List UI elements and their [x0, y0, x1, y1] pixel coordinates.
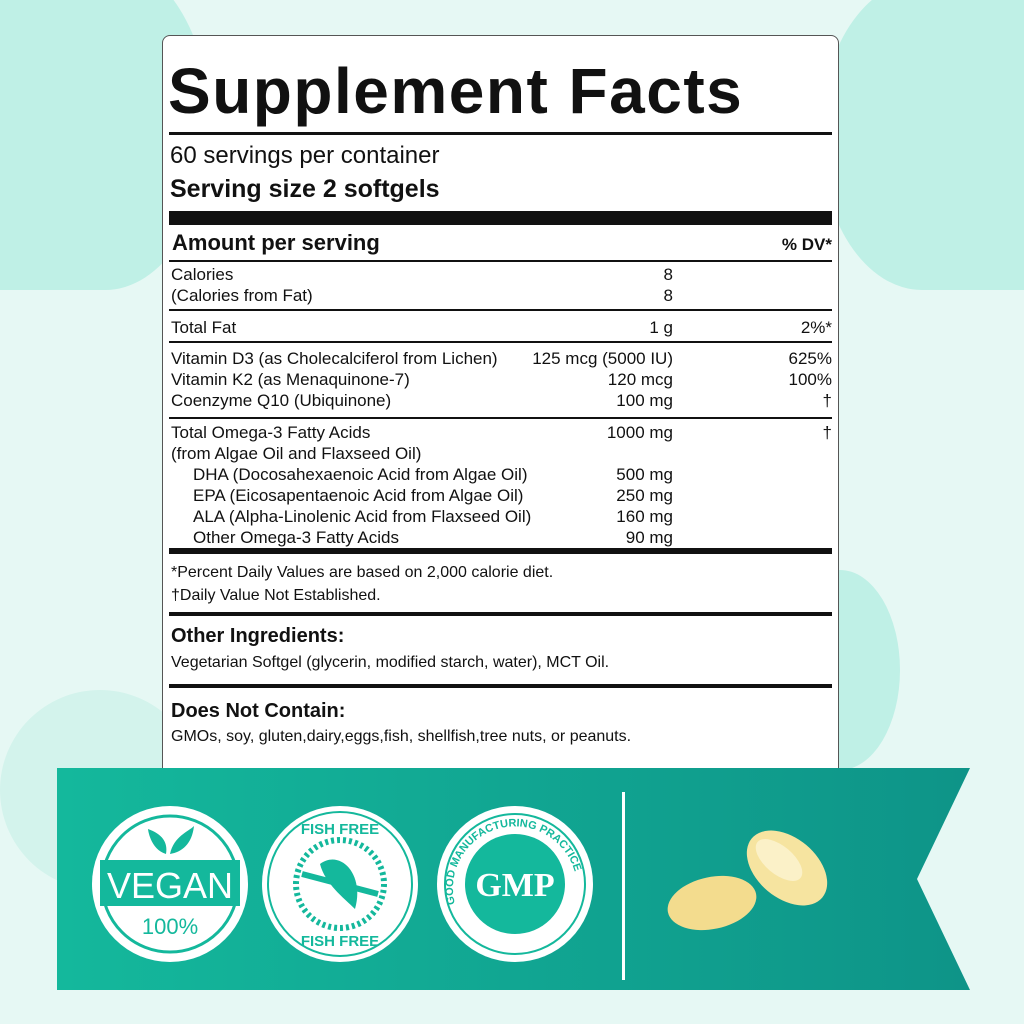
dv-header: % DV*: [781, 235, 832, 254]
nutrient-name: Total Omega-3 Fatty Acids: [171, 423, 371, 442]
nutrient-amount: 500 mg: [616, 465, 673, 484]
divider: [169, 211, 832, 225]
nutrient-name: Coenzyme Q10 (Ubiquinone): [171, 391, 392, 410]
fish-free-badge: FISH FREE FISH FREE: [262, 806, 418, 962]
badge-banner: VEGAN 100% FISH FREE FISH FREE GMP GOOD …: [57, 768, 970, 990]
servings-per-container: 60 servings per container: [170, 142, 440, 169]
nutrient-name: (Calories from Fat): [171, 286, 313, 305]
banner-separator: [622, 792, 625, 980]
nutrient-name: Total Fat: [171, 318, 237, 337]
nutrient-name: ALA (Alpha-Linolenic Acid from Flaxseed …: [193, 507, 532, 526]
divider: [169, 260, 832, 262]
nutrient-name: Other Omega-3 Fatty Acids: [193, 528, 399, 547]
fish-free-top: FISH FREE: [301, 821, 379, 838]
softgel-image: [667, 830, 828, 931]
nutrient-amount: 8: [663, 265, 673, 284]
does-not-contain-title: Does Not Contain:: [171, 700, 346, 722]
nutrient-dv: 2%*: [800, 318, 832, 337]
vegan-percent: 100%: [142, 914, 198, 939]
nutrient-amount: 1 g: [649, 318, 673, 337]
vegan-badge: VEGAN 100%: [92, 806, 248, 962]
divider: [169, 309, 832, 311]
nutrient-amount: 90 mg: [625, 528, 673, 547]
panel-title: Supplement Facts: [168, 55, 744, 127]
does-not-contain: GMOs, soy, gluten,dairy,eggs,fish, shell…: [171, 728, 632, 745]
footnote-dagger: †Daily Value Not Established.: [171, 587, 381, 604]
bg-circle: [820, 0, 1024, 290]
serving-size: Serving size 2 softgels: [170, 175, 440, 203]
nutrient-dv: †: [822, 423, 832, 442]
divider: [169, 417, 832, 419]
nutrient-amount: 100 mg: [616, 391, 673, 410]
supplement-facts-panel: Supplement Facts 60 servings per contain…: [162, 35, 839, 775]
nutrient-dv: 100%: [788, 370, 832, 389]
divider: [169, 684, 832, 688]
nutrient-amount: 1000 mg: [606, 423, 673, 442]
footnote-dv: *Percent Daily Values are based on 2,000…: [171, 564, 554, 581]
divider: [169, 612, 832, 616]
nutrient-dv: 625%: [788, 349, 832, 368]
fish-free-bottom: FISH FREE: [301, 933, 379, 950]
amount-header: Amount per serving: [172, 230, 380, 255]
nutrient-amount: 120 mcg: [607, 370, 673, 389]
divider: [169, 548, 832, 554]
divider: [169, 341, 832, 343]
nutrient-name: Calories: [171, 265, 234, 284]
gmp-text: GMP: [475, 867, 554, 904]
nutrient-name: Vitamin D3 (as Cholecalciferol from Lich…: [171, 349, 498, 368]
other-ingredients: Vegetarian Softgel (glycerin, modified s…: [171, 654, 610, 671]
nutrient-dv: †: [822, 391, 832, 410]
nutrient-name: (from Algae Oil and Flaxseed Oil): [171, 444, 422, 463]
leaf-icon: [148, 826, 194, 854]
nutrient-name: DHA (Docosahexaenoic Acid from Algae Oil…: [193, 465, 528, 484]
nutrient-name: EPA (Eicosapentaenoic Acid from Algae Oi…: [193, 486, 524, 505]
gmp-badge: GMP GOOD MANUFACTURING PRACTICE: [437, 806, 593, 962]
nutrient-amount: 8: [663, 286, 673, 305]
other-ingredients-title: Other Ingredients:: [171, 625, 345, 647]
nutrient-amount: 250 mg: [616, 486, 673, 505]
nutrient-name: Vitamin K2 (as Menaquinone-7): [171, 370, 410, 389]
vegan-text: VEGAN: [107, 865, 233, 906]
nutrient-amount: 125 mcg (5000 IU): [532, 349, 673, 368]
nutrient-amount: 160 mg: [616, 507, 673, 526]
divider: [169, 132, 832, 135]
